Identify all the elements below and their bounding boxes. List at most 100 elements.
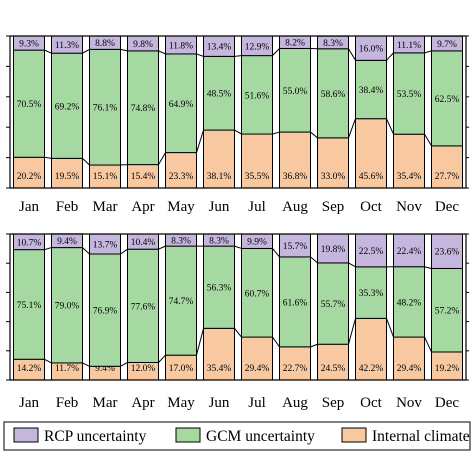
bar-data-label: 12.0% [131, 364, 156, 374]
connector-line [158, 152, 166, 165]
bar-data-label: 35.4% [397, 172, 422, 182]
bar-segment [393, 133, 425, 189]
bar-segment [89, 48, 121, 166]
connector-line [234, 245, 242, 249]
x-tick-label: Jun [209, 395, 230, 411]
bar-data-label: 64.9% [169, 100, 194, 110]
bar-data-label: 23.3% [169, 172, 194, 182]
bar-data-label: 19.5% [55, 172, 80, 182]
bar-data-label: 15.4% [131, 172, 156, 182]
bar-data-label: 60.7% [245, 289, 270, 299]
connector-line [196, 129, 204, 153]
x-tick-label: Jul [248, 199, 266, 215]
bar-data-label: 36.8% [283, 172, 308, 182]
connector-line [272, 336, 280, 348]
bar-segment [241, 247, 273, 338]
connector-line [44, 49, 52, 54]
x-tick-label: Sep [322, 395, 345, 411]
bar-data-label: 14.2% [17, 364, 42, 374]
x-tick-label: Jul [248, 395, 266, 411]
bar-data-label: 75.1% [17, 301, 42, 311]
bar-data-label: 19.8% [321, 245, 346, 255]
bar-data-label: 45.6% [359, 172, 384, 182]
legend-box [3, 421, 471, 451]
x-tick-label: Nov [396, 395, 422, 411]
bar-segment [203, 245, 235, 329]
bar-data-label: 9.3% [19, 40, 39, 50]
bar-segment [279, 131, 311, 189]
bar-data-label: 48.2% [397, 298, 422, 308]
connector-line [348, 318, 356, 345]
bar-data-label: 9.7% [437, 40, 457, 50]
bar-data-label: 8.3% [209, 237, 229, 247]
bar-segment [165, 53, 197, 154]
bar-segment [279, 256, 311, 348]
bar-data-label: 11.7% [55, 364, 79, 374]
bar-data-label: 9.4% [57, 237, 77, 247]
bar-segment [317, 262, 349, 345]
x-tick-label: Jan [19, 199, 39, 215]
connector-line [386, 118, 394, 135]
bar-data-label: 38.1% [207, 172, 232, 182]
bar-data-label: 11.3% [55, 41, 79, 51]
connector-line [158, 245, 166, 250]
bar-segment [431, 267, 463, 353]
connector-line [272, 48, 280, 56]
connector-line [196, 328, 204, 356]
bar-data-label: 20.2% [17, 172, 42, 182]
bar-segment [165, 354, 197, 381]
panel-2: 14.2% 75.1% 10.7% Jan 11.7% 79.0% 9.4% Feb 9.4% 7… [6, 233, 469, 411]
connector-line [348, 48, 356, 61]
bar-segment [51, 52, 83, 159]
bar-data-label: 76.9% [93, 307, 118, 317]
connector-line [386, 52, 394, 61]
bar-segment [279, 346, 311, 381]
bar-data-label: 61.6% [283, 298, 308, 308]
x-tick-label: Mar [93, 199, 118, 215]
x-tick-label: May [167, 395, 195, 411]
connector-line [234, 129, 242, 135]
connector-line [158, 354, 166, 363]
legend-swatch [175, 427, 201, 443]
bar-segment [241, 55, 273, 135]
connector-line [82, 247, 90, 255]
connector-line [234, 55, 242, 57]
bar-segment [431, 351, 463, 381]
bar-data-label: 48.5% [207, 90, 232, 100]
bar-data-label: 55.0% [283, 87, 308, 97]
bar-data-label: 42.2% [359, 364, 384, 374]
connector-line [272, 248, 280, 258]
bar-data-label: 22.5% [359, 247, 384, 257]
bar-data-label: 70.5% [17, 100, 42, 110]
connector-line [196, 53, 204, 57]
bar-segment [431, 233, 463, 269]
legend-label: RCP uncertainty [44, 428, 147, 445]
connector-line [424, 266, 432, 269]
x-tick-label: Jan [19, 395, 39, 411]
x-tick-label: Jun [209, 199, 230, 215]
bar-data-label: 22.4% [397, 247, 422, 257]
bar-data-label: 76.1% [93, 104, 118, 114]
bar-data-label: 57.2% [435, 307, 460, 317]
bar-segment [13, 249, 45, 360]
connector-line [82, 362, 90, 367]
x-tick-label: Nov [396, 199, 422, 215]
bar-data-label: 29.4% [245, 364, 270, 374]
bar-data-label: 17.0% [169, 364, 194, 374]
bar-data-label: 56.3% [207, 284, 232, 294]
bar-data-label: 13.7% [93, 241, 118, 251]
legend: RCP uncertainty GCM uncertainty Internal c… [3, 421, 471, 451]
connector-line [82, 48, 90, 54]
bar-segment [127, 50, 159, 166]
bar-data-label: 29.4% [397, 364, 422, 374]
bar-segment [165, 152, 197, 189]
x-tick-label: May [167, 199, 195, 215]
bar-segment [431, 50, 463, 147]
bar-segment [203, 129, 235, 189]
x-tick-label: Feb [56, 395, 79, 411]
bar-data-label: 35.4% [207, 364, 232, 374]
bar-segment [51, 157, 83, 189]
bar-segment [203, 55, 235, 131]
bar-segment [393, 233, 425, 268]
